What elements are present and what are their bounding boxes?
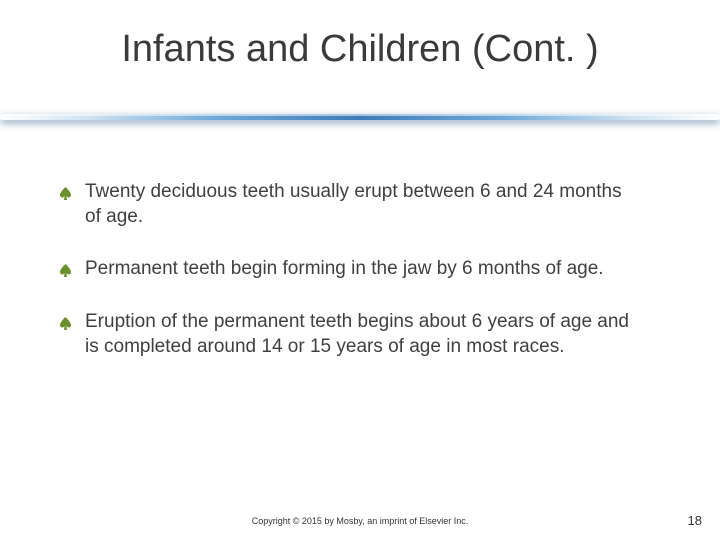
copyright-footer: Copyright © 2015 by Mosby, an imprint of… <box>0 516 720 526</box>
slide: Infants and Children (Cont. ) Twent <box>0 0 720 540</box>
title-divider <box>0 100 720 150</box>
spade-icon <box>60 187 71 200</box>
list-item: Eruption of the permanent teeth begins a… <box>60 310 640 359</box>
spade-icon <box>60 264 71 277</box>
bullet-list: Twenty deciduous teeth usually erupt bet… <box>60 180 640 387</box>
bullet-text: Permanent teeth begin forming in the jaw… <box>85 257 604 282</box>
page-number: 18 <box>688 513 702 528</box>
list-item: Permanent teeth begin forming in the jaw… <box>60 257 640 282</box>
spade-icon <box>60 317 71 330</box>
bullet-text: Twenty deciduous teeth usually erupt bet… <box>85 180 640 229</box>
bullet-text: Eruption of the permanent teeth begins a… <box>85 310 640 359</box>
slide-title: Infants and Children (Cont. ) <box>60 28 660 71</box>
list-item: Twenty deciduous teeth usually erupt bet… <box>60 180 640 229</box>
